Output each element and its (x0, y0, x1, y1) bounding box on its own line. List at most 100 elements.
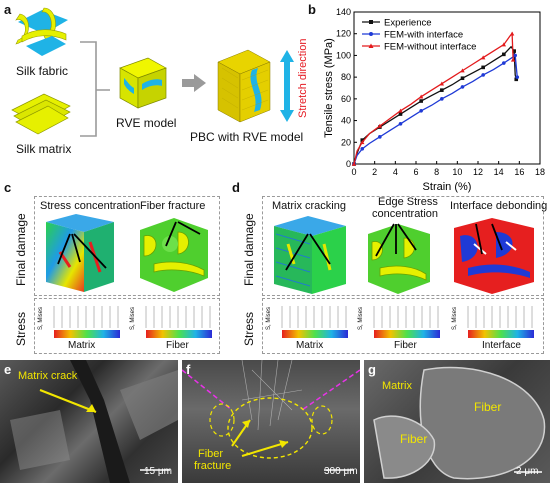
legend-label-2: FEM-without interface (384, 42, 476, 53)
series-0-point-18 (512, 49, 516, 53)
edge-stress-label-2: concentration (372, 208, 439, 220)
scale-bar-f: 300 μm (324, 466, 358, 477)
series-1-point-12 (460, 85, 465, 89)
series-1-point-2 (360, 147, 365, 151)
interface-debonding-label: Interface debonding (450, 200, 548, 212)
stress-concentration-label: Stress concentration (40, 200, 141, 212)
fiber-label-g-2: Fiber (400, 432, 428, 446)
series-0-point-16 (502, 52, 506, 57)
series-0-point-8 (419, 99, 423, 103)
panel-d-final-damage-label: Final damage (242, 213, 256, 286)
series-0-point-6 (398, 112, 403, 116)
sem-image-e (0, 360, 178, 483)
matrix-cracking-image (274, 216, 346, 294)
legend-label-0: Experience (384, 18, 432, 29)
panel-c-smises-label: S, Mises (38, 306, 44, 330)
silk-matrix-label: Silk matrix (16, 142, 72, 156)
x-tick-label-1: 2 (372, 167, 377, 177)
silk-fabric-image (15, 7, 68, 56)
panel-label-a: a (4, 2, 12, 17)
matrix-label-g: Matrix (382, 380, 412, 392)
plot-frame (353, 11, 541, 165)
series-1-point-10 (440, 97, 444, 101)
series-2-point-19 (510, 57, 516, 62)
legend-marker-0 (369, 20, 373, 24)
matrix-crack-label: Matrix crack (18, 370, 78, 382)
pbc-model-label: PBC with RVE model (190, 130, 304, 144)
series-2-point-6 (398, 108, 403, 113)
panel-d-matrix-label: Matrix (296, 340, 324, 351)
series-1-point-19 (515, 75, 520, 79)
series-line-1 (353, 54, 518, 165)
series-2-point-18 (509, 31, 515, 36)
series-1-point-16 (502, 61, 506, 65)
panel-d-fiber-colorbar (373, 306, 440, 338)
series-0-point-12 (460, 76, 465, 81)
fiber-damage-image (140, 218, 208, 292)
matrix-damage-image (46, 214, 114, 292)
y-tick-label-1: 20 (341, 137, 351, 147)
panel-d-smises-label: S, Mises (266, 306, 272, 330)
panel-d-smises-label-3: S, Mises (452, 306, 458, 330)
panel-c-fiber-colorbar (145, 306, 212, 338)
panel-c-final-damage-label: Final damage (14, 213, 28, 286)
y-tick-label-6: 120 (336, 29, 351, 39)
panel-d-damage-frame (262, 196, 544, 296)
series-2-point-4 (377, 123, 383, 128)
y-tick-label-2: 40 (341, 116, 351, 126)
series-1-point-18 (513, 53, 517, 58)
series-1-point-14 (481, 73, 485, 77)
panel-d-matrix-colorbar (281, 306, 348, 338)
legend-label-1: FEM-with interface (384, 30, 463, 41)
panel-c-matrix-colorbar (53, 306, 120, 338)
y-tick-label-0: 0 (346, 159, 351, 169)
series-2-point-2 (360, 140, 365, 145)
series-2-point-16 (501, 42, 507, 47)
sem-image-f (182, 360, 360, 483)
scale-bar-e: 15 μm (144, 466, 172, 477)
x-axis-label: Strain (%) (423, 181, 472, 193)
x-tick-label-9: 18 (535, 167, 545, 177)
panel-c-smises-label-2: S, Mises (130, 306, 136, 330)
panel-label-g: g (368, 362, 376, 377)
scale-bar-g: 2 μm (516, 466, 539, 477)
panel-d-smises-label-2: S, Mises (358, 306, 364, 330)
x-tick-label-5: 10 (452, 167, 462, 177)
series-line-2 (353, 32, 514, 165)
legend-marker-1 (369, 32, 373, 36)
y-axis-label: Tensile stress (MPa) (323, 38, 335, 138)
silk-matrix-image (11, 93, 71, 135)
panel-d-fiber-label: Fiber (394, 340, 417, 351)
panel-c-stress-frame (34, 298, 220, 354)
series-1-point-6 (398, 122, 403, 126)
x-tick-label-3: 6 (413, 167, 418, 177)
x-tick-label-8: 16 (514, 167, 524, 177)
tensile-chart: 0 2 4 6 8 10 12 14 16 18 0 20 40 60 80 100 120 140 Strain … (323, 7, 545, 193)
series-0-point-14 (481, 65, 485, 70)
legend-marker-2 (368, 43, 374, 48)
panel-label-e: e (4, 362, 12, 377)
panel-label-b: b (308, 2, 316, 17)
series-0-point-10 (440, 88, 444, 92)
series-2-point-10 (439, 81, 445, 86)
panel-label-c: c (4, 180, 12, 195)
fiber-fracture-label: Fiber fracture (140, 200, 206, 212)
y-tick-label-4: 80 (341, 72, 351, 82)
interface-debonding-image (454, 218, 534, 294)
y-tick-label-3: 60 (341, 94, 351, 104)
panel-d-interface-label: Interface (482, 340, 521, 351)
rve-model-image (119, 57, 167, 109)
series-0-point-20 (514, 77, 519, 82)
series-line-0 (353, 45, 517, 165)
pbc-model-image (217, 49, 271, 123)
bracket-connector (80, 41, 110, 137)
fiber-fracture-label-1: Fiber (198, 448, 224, 460)
rve-model-label: RVE model (116, 116, 177, 130)
silk-fabric-label: Silk fabric (16, 64, 69, 78)
matrix-cracking-label: Matrix cracking (272, 200, 346, 212)
panel-d-interface-colorbar (467, 306, 534, 338)
series-2-point-0 (351, 161, 357, 166)
x-tick-label-4: 8 (434, 167, 439, 177)
series-2-point-8 (418, 94, 424, 99)
panel-d-stress-frame (262, 298, 544, 354)
